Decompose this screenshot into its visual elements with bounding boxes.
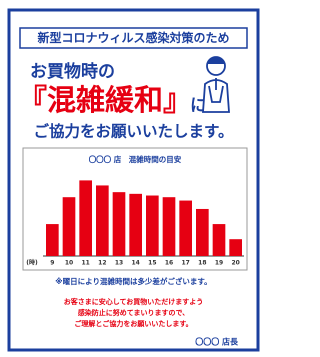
x-tick-label: 14 bbox=[131, 260, 139, 267]
chart-title: 〇〇〇 店 混雑時間の目安 bbox=[89, 154, 182, 164]
message-line: お客さまに安心してお買物いただけますよう bbox=[64, 297, 204, 306]
x-tick-label: 17 bbox=[181, 260, 189, 267]
poster: 新型コロナウィルス感染対策のため お買物時の 『混雑緩和』 に ご協力をお願いい… bbox=[0, 0, 267, 357]
headline-3: ご協力をお願いいたします。 bbox=[34, 122, 234, 141]
x-tick-label: 19 bbox=[215, 260, 223, 267]
x-tick-label: 11 bbox=[81, 260, 89, 267]
bar bbox=[63, 197, 76, 256]
bar bbox=[213, 224, 226, 256]
bar bbox=[46, 224, 59, 256]
message-line: 感染防止に努めてまいりますので、 bbox=[78, 308, 189, 317]
banner: 新型コロナウィルス感染対策のため bbox=[37, 30, 229, 45]
x-tick-label: 20 bbox=[231, 260, 239, 267]
message-line: ご理解とご協力をお願いいたします。 bbox=[74, 319, 192, 328]
x-tick-label: 15 bbox=[148, 260, 156, 267]
bar bbox=[79, 180, 92, 256]
staff-icon bbox=[203, 57, 229, 112]
headline-1: お買物時の bbox=[30, 61, 115, 82]
bar bbox=[179, 201, 192, 256]
x-tick-label: 16 bbox=[165, 260, 173, 267]
signature: 〇〇〇 店長 bbox=[195, 337, 239, 347]
bar bbox=[196, 209, 209, 256]
bar bbox=[129, 194, 142, 256]
highlight: 『混雑緩和』 bbox=[18, 83, 192, 117]
bar bbox=[163, 197, 176, 256]
bar bbox=[229, 239, 242, 256]
x-tick-label: 13 bbox=[115, 260, 123, 267]
x-tick-label: 12 bbox=[98, 260, 106, 267]
x-unit: (時) bbox=[26, 259, 38, 267]
x-tick-label: 18 bbox=[198, 260, 206, 267]
x-tick-label: 10 bbox=[65, 260, 73, 267]
bar bbox=[96, 185, 109, 256]
bar bbox=[113, 192, 126, 256]
note: ※曜日により混雑時間は多少差がございます。 bbox=[55, 276, 211, 286]
bar bbox=[146, 196, 159, 256]
x-tick-label: 9 bbox=[50, 260, 54, 267]
